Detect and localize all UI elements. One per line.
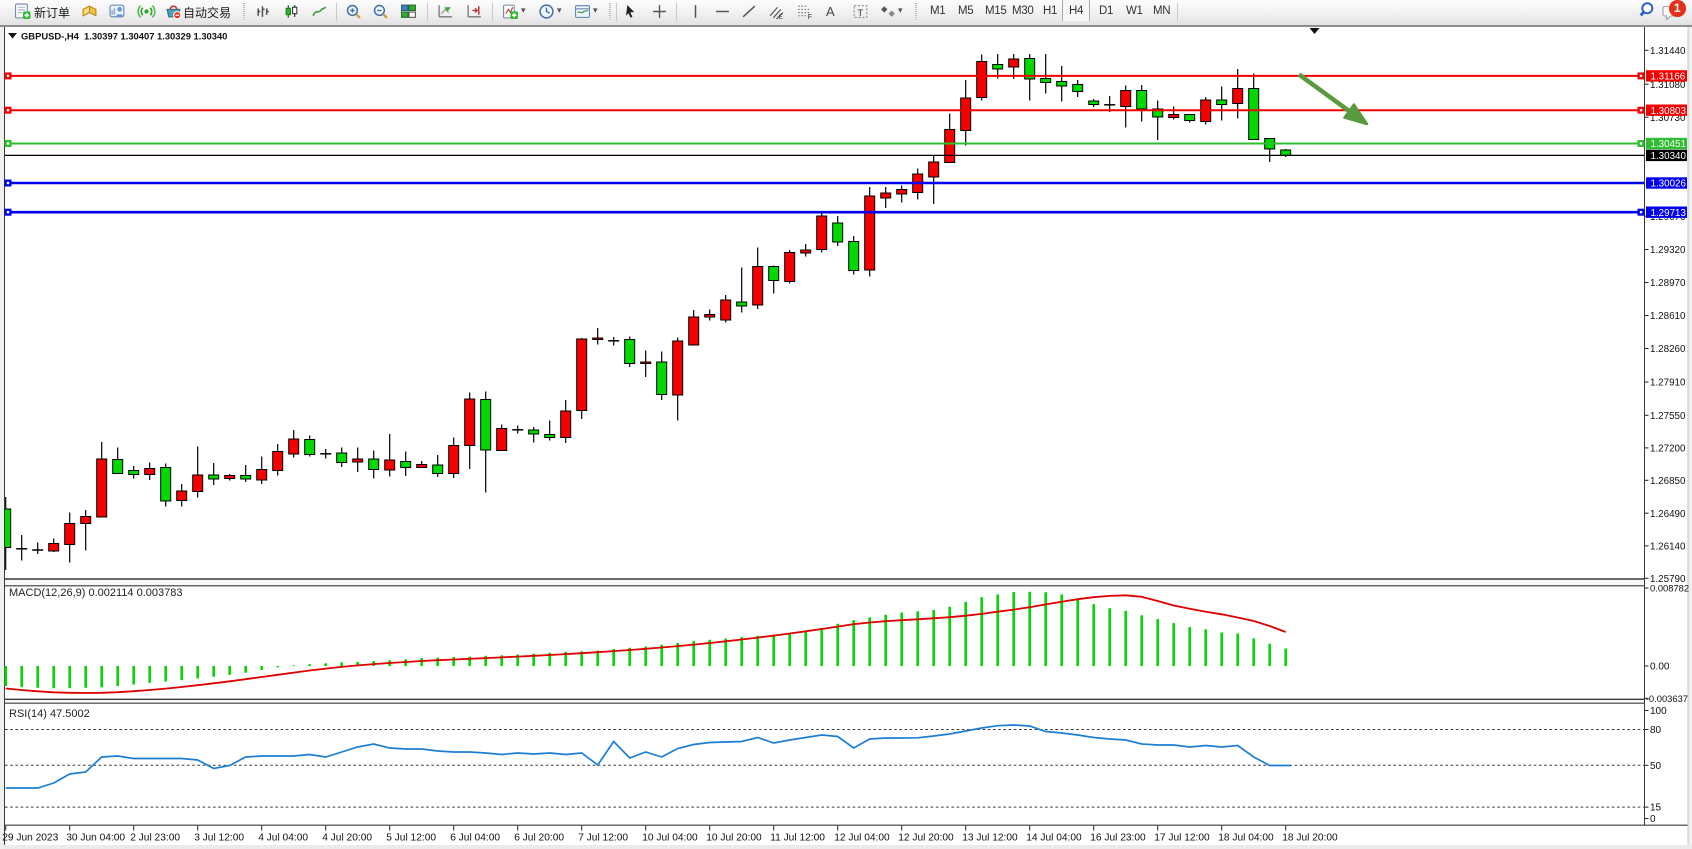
svg-text:1.31440: 1.31440 — [1650, 46, 1686, 57]
svg-text:1.30730: 1.30730 — [1650, 113, 1686, 124]
svg-text:0.00: 0.00 — [1650, 662, 1670, 673]
svg-text:29 Jun 2023: 29 Jun 2023 — [2, 833, 58, 844]
svg-text:100: 100 — [1650, 706, 1667, 717]
svg-text:1.31166: 1.31166 — [1651, 72, 1686, 83]
svg-text:1.28970: 1.28970 — [1650, 278, 1686, 289]
svg-text:1.28260: 1.28260 — [1650, 344, 1686, 355]
svg-text:1.29320: 1.29320 — [1650, 245, 1686, 256]
svg-text:0: 0 — [1650, 814, 1656, 825]
svg-text:17 Jul 12:00: 17 Jul 12:00 — [1154, 833, 1210, 844]
svg-text:3 Jul 12:00: 3 Jul 12:00 — [194, 833, 244, 844]
svg-text:14 Jul 04:00: 14 Jul 04:00 — [1026, 833, 1082, 844]
svg-text:1.27910: 1.27910 — [1650, 378, 1686, 389]
svg-text:16 Jul 23:00: 16 Jul 23:00 — [1090, 833, 1146, 844]
svg-text:18 Jul 04:00: 18 Jul 04:00 — [1218, 833, 1274, 844]
svg-text:1.26140: 1.26140 — [1650, 542, 1686, 553]
svg-text:1.27200: 1.27200 — [1650, 444, 1686, 455]
svg-text:10 Jul 20:00: 10 Jul 20:00 — [706, 833, 762, 844]
svg-text:1.26850: 1.26850 — [1650, 476, 1686, 487]
svg-text:10 Jul 04:00: 10 Jul 04:00 — [642, 833, 698, 844]
svg-text:RSI(14) 47.5002: RSI(14) 47.5002 — [9, 708, 90, 720]
svg-text:1.27550: 1.27550 — [1650, 411, 1686, 422]
svg-text:1.30803: 1.30803 — [1651, 106, 1687, 117]
svg-text:F: F — [808, 14, 812, 20]
svg-text:E: E — [779, 14, 783, 20]
svg-text:1.30451: 1.30451 — [1651, 139, 1686, 150]
svg-text:15: 15 — [1650, 803, 1662, 814]
svg-text:7 Jul 12:00: 7 Jul 12:00 — [578, 833, 628, 844]
svg-text:1.29713: 1.29713 — [1651, 208, 1687, 219]
svg-text:30 Jun 04:00: 30 Jun 04:00 — [66, 833, 125, 844]
svg-text:1.31080: 1.31080 — [1650, 80, 1686, 91]
svg-text:1.30340: 1.30340 — [1651, 151, 1687, 162]
svg-text:13 Jul 12:00: 13 Jul 12:00 — [962, 833, 1018, 844]
svg-text:1.26490: 1.26490 — [1650, 509, 1686, 520]
svg-text:4 Jul 20:00: 4 Jul 20:00 — [322, 833, 372, 844]
svg-text:12 Jul 20:00: 12 Jul 20:00 — [898, 833, 954, 844]
svg-text:2 Jul 23:00: 2 Jul 23:00 — [130, 833, 180, 844]
svg-text:12 Jul 04:00: 12 Jul 04:00 — [834, 833, 890, 844]
svg-text:5 Jul 12:00: 5 Jul 12:00 — [386, 833, 436, 844]
svg-text:T: T — [857, 8, 863, 19]
svg-text:MACD(12,26,9) 0.002114 0.00378: MACD(12,26,9) 0.002114 0.003783 — [9, 587, 182, 599]
svg-text:18 Jul 20:00: 18 Jul 20:00 — [1282, 833, 1338, 844]
svg-text:0.008782: 0.008782 — [1650, 583, 1689, 594]
svg-text:50: 50 — [1650, 761, 1662, 772]
svg-text:-0.003637: -0.003637 — [1646, 693, 1688, 704]
svg-text:1.25790: 1.25790 — [1650, 574, 1686, 585]
svg-text:1.28610: 1.28610 — [1650, 311, 1686, 322]
svg-text:GBPUSD-,H4 1.30397 1.30407 1.: GBPUSD-,H4 1.30397 1.30407 1.30329 1.303… — [21, 31, 227, 42]
svg-text:11 Jul 12:00: 11 Jul 12:00 — [770, 833, 825, 844]
svg-text:1.30026: 1.30026 — [1651, 179, 1687, 190]
svg-text:4 Jul 04:00: 4 Jul 04:00 — [258, 833, 308, 844]
svg-text:80: 80 — [1650, 725, 1662, 736]
svg-text:6 Jul 04:00: 6 Jul 04:00 — [450, 833, 500, 844]
svg-text:6 Jul 20:00: 6 Jul 20:00 — [514, 833, 564, 844]
